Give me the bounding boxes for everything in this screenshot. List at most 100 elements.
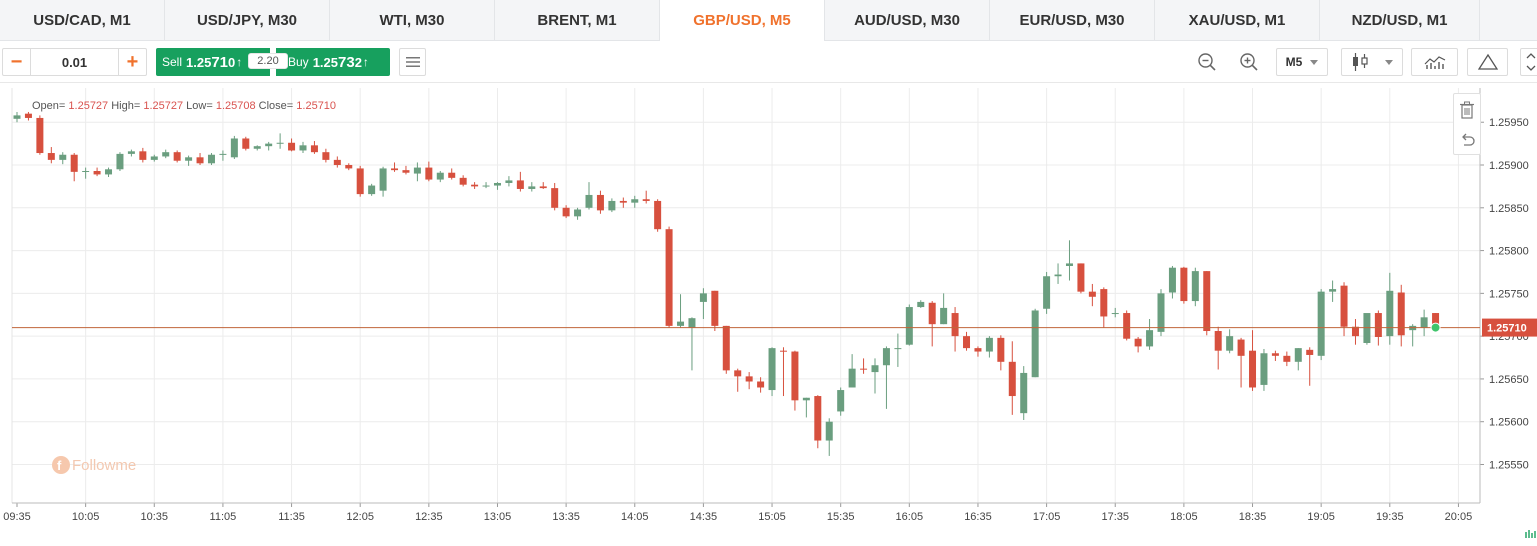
candle[interactable] bbox=[860, 358, 868, 374]
candle[interactable] bbox=[665, 226, 673, 328]
candle[interactable] bbox=[745, 372, 753, 390]
candle[interactable] bbox=[562, 205, 570, 219]
candle[interactable] bbox=[1237, 337, 1245, 388]
candle[interactable] bbox=[528, 182, 536, 192]
tab-wti[interactable]: WTI, M30 bbox=[330, 0, 495, 41]
candle[interactable] bbox=[402, 165, 410, 175]
undo-icon[interactable] bbox=[1458, 132, 1476, 148]
candle[interactable] bbox=[779, 347, 787, 397]
candle[interactable] bbox=[459, 175, 467, 187]
candle[interactable] bbox=[276, 133, 284, 149]
candle[interactable] bbox=[471, 182, 479, 189]
candle[interactable] bbox=[1386, 272, 1394, 345]
candle[interactable] bbox=[345, 163, 353, 171]
candle[interactable] bbox=[139, 147, 147, 163]
candle[interactable] bbox=[82, 167, 90, 179]
trash-icon[interactable] bbox=[1459, 101, 1475, 119]
candle[interactable] bbox=[551, 182, 559, 211]
candlestick-chart[interactable]: f Followme 1.25950 1.25900 1.25850 1.25800 1… bbox=[0, 83, 1537, 546]
candle[interactable] bbox=[1031, 308, 1039, 378]
candle[interactable] bbox=[871, 358, 879, 394]
candle[interactable] bbox=[59, 152, 67, 165]
candle[interactable] bbox=[1043, 271, 1051, 314]
candle[interactable] bbox=[93, 167, 101, 177]
candle[interactable] bbox=[299, 141, 307, 154]
candle[interactable] bbox=[1214, 326, 1222, 370]
candle[interactable] bbox=[1294, 348, 1302, 371]
candle[interactable] bbox=[688, 317, 696, 371]
candle[interactable] bbox=[619, 197, 627, 208]
candle[interactable] bbox=[24, 111, 32, 121]
tab-usd-jpy[interactable]: USD/JPY, M30 bbox=[165, 0, 330, 41]
candle[interactable] bbox=[448, 168, 456, 180]
candle[interactable] bbox=[1111, 307, 1119, 318]
candle[interactable] bbox=[734, 368, 742, 392]
candle[interactable] bbox=[928, 301, 936, 347]
candle[interactable] bbox=[631, 195, 639, 208]
candle[interactable] bbox=[963, 331, 971, 351]
timeframe-select[interactable]: M5 bbox=[1276, 48, 1328, 76]
candle[interactable] bbox=[1020, 366, 1028, 420]
candle[interactable] bbox=[1226, 329, 1234, 354]
candle[interactable] bbox=[1077, 263, 1085, 294]
candle[interactable] bbox=[917, 300, 925, 308]
candle[interactable] bbox=[322, 148, 330, 163]
candle[interactable] bbox=[802, 397, 810, 418]
candle[interactable] bbox=[997, 335, 1005, 371]
candle[interactable] bbox=[882, 346, 890, 409]
chart-type-select[interactable] bbox=[1341, 48, 1403, 76]
candle[interactable] bbox=[413, 162, 421, 182]
tab-gbp-usd[interactable]: GBP/USD, M5 bbox=[660, 0, 825, 42]
candle[interactable] bbox=[1100, 287, 1108, 328]
candle[interactable] bbox=[654, 199, 662, 232]
fullscreen-button[interactable] bbox=[1520, 48, 1537, 76]
candle[interactable] bbox=[1054, 263, 1062, 284]
candle[interactable] bbox=[1317, 289, 1325, 361]
candle[interactable] bbox=[425, 161, 433, 182]
candle[interactable] bbox=[70, 153, 78, 182]
candle[interactable] bbox=[814, 395, 822, 449]
candle[interactable] bbox=[768, 347, 776, 397]
candle[interactable] bbox=[1420, 309, 1428, 337]
menu-button[interactable] bbox=[399, 48, 426, 76]
candle[interactable] bbox=[436, 171, 444, 183]
candle[interactable] bbox=[47, 147, 55, 164]
candle[interactable] bbox=[1306, 347, 1314, 386]
candle[interactable] bbox=[974, 346, 982, 357]
buy-button[interactable]: Buy 1.25732 ↑ bbox=[276, 48, 390, 76]
candle[interactable] bbox=[1157, 289, 1165, 337]
candle[interactable] bbox=[150, 154, 158, 162]
candle[interactable] bbox=[288, 138, 296, 152]
candle[interactable] bbox=[837, 387, 845, 416]
tab-aud-usd[interactable]: AUD/USD, M30 bbox=[825, 0, 990, 41]
candle[interactable] bbox=[1180, 266, 1188, 304]
candle[interactable] bbox=[127, 149, 135, 157]
candle[interactable] bbox=[219, 150, 227, 161]
candle[interactable] bbox=[848, 354, 856, 388]
tab-nzd-usd[interactable]: NZD/USD, M1 bbox=[1320, 0, 1480, 41]
candle[interactable] bbox=[791, 350, 799, 411]
candle[interactable] bbox=[985, 336, 993, 358]
candle[interactable] bbox=[894, 333, 902, 367]
candle[interactable] bbox=[207, 153, 215, 166]
candle[interactable] bbox=[1008, 341, 1016, 415]
indicators-button[interactable] bbox=[1411, 48, 1458, 76]
tab-xau-usd[interactable]: XAU/USD, M1 bbox=[1155, 0, 1320, 41]
candle[interactable] bbox=[1260, 348, 1268, 391]
candle[interactable] bbox=[1146, 319, 1154, 350]
candle[interactable] bbox=[162, 149, 170, 159]
tab-eur-usd[interactable]: EUR/USD, M30 bbox=[990, 0, 1155, 41]
price-chart[interactable]: f Followme 1.25950 1.25900 1.25850 1.25800 1… bbox=[0, 83, 1537, 546]
candle[interactable] bbox=[105, 167, 113, 177]
candle[interactable] bbox=[699, 288, 707, 320]
candle[interactable] bbox=[825, 418, 833, 456]
candle[interactable] bbox=[574, 207, 582, 220]
candle[interactable] bbox=[185, 155, 193, 166]
candle[interactable] bbox=[677, 294, 685, 328]
candle[interactable] bbox=[493, 182, 501, 190]
candle[interactable] bbox=[1168, 265, 1176, 299]
candle[interactable] bbox=[757, 377, 765, 393]
candle[interactable] bbox=[1397, 284, 1405, 347]
candle[interactable] bbox=[265, 141, 273, 151]
candle[interactable] bbox=[391, 162, 399, 172]
